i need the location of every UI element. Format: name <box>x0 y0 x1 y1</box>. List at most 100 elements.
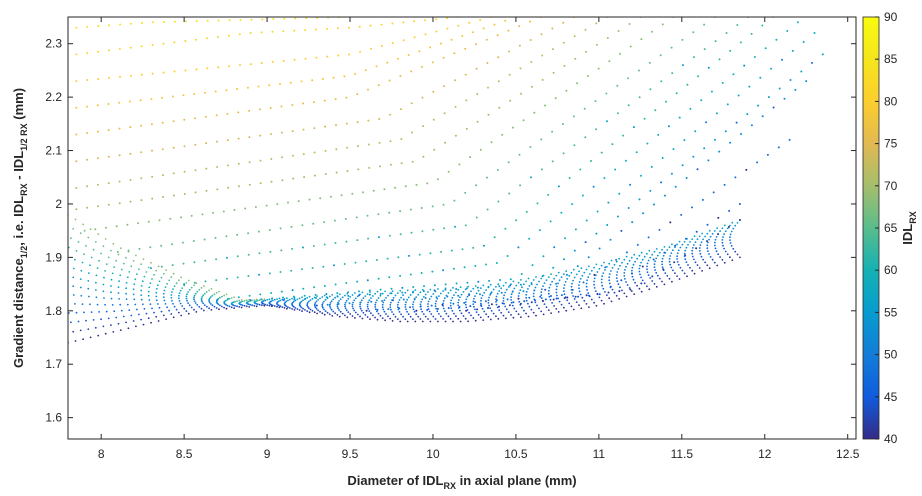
band-point <box>100 318 102 321</box>
band-point <box>188 304 191 307</box>
band-point <box>308 295 311 298</box>
band-point <box>460 312 463 315</box>
series-point <box>203 238 206 241</box>
band-point <box>215 292 218 294</box>
series-point <box>173 41 176 44</box>
band-point <box>200 307 203 310</box>
series-point <box>530 283 533 286</box>
series-point <box>444 141 447 144</box>
band-point <box>162 314 165 317</box>
band-point <box>105 310 108 313</box>
series-point <box>811 61 813 64</box>
series-point <box>706 240 708 243</box>
series-point <box>96 130 99 133</box>
series-point <box>632 126 635 129</box>
band-point <box>700 241 703 244</box>
band-point <box>219 304 221 307</box>
band-point <box>711 258 714 261</box>
band-point <box>172 316 175 319</box>
series-point <box>649 189 652 192</box>
series-point <box>248 109 251 112</box>
band-point <box>147 266 150 269</box>
series-point <box>498 285 501 288</box>
series-point <box>646 142 649 145</box>
series-point <box>454 225 456 228</box>
series-point <box>333 219 336 222</box>
colorbar-tick-label: 40 <box>884 432 898 446</box>
band-point <box>473 305 475 308</box>
band-point <box>147 317 150 320</box>
band-point <box>707 250 709 253</box>
band-point <box>319 297 321 300</box>
series-point <box>287 201 289 204</box>
band-point <box>374 316 376 319</box>
band-point <box>145 312 148 315</box>
series-point <box>432 228 435 231</box>
band-point <box>128 309 131 311</box>
band-point <box>347 297 350 300</box>
series-point <box>661 157 664 159</box>
band-point <box>258 303 261 306</box>
series-point <box>583 107 586 110</box>
band-point <box>266 299 269 301</box>
series-point <box>433 284 436 287</box>
series-point <box>800 70 803 73</box>
band-point <box>543 282 546 284</box>
band-point <box>624 278 626 280</box>
series-point <box>422 290 425 293</box>
band-point <box>633 253 636 256</box>
band-point <box>208 297 211 300</box>
band-point <box>346 292 349 295</box>
band-point <box>547 309 550 311</box>
band-point <box>510 293 513 296</box>
band-point <box>79 286 82 289</box>
series-point <box>226 277 228 280</box>
series-point <box>150 123 153 126</box>
band-point <box>240 306 243 309</box>
band-point <box>119 303 122 306</box>
series-point <box>319 197 322 200</box>
band-point <box>578 281 581 283</box>
series-point <box>192 240 195 242</box>
series-point <box>452 302 455 305</box>
series-point <box>681 38 684 41</box>
series-point <box>585 219 588 222</box>
band-point <box>362 297 365 300</box>
series-point <box>598 247 601 250</box>
series-point <box>463 266 466 269</box>
series-point <box>193 93 196 95</box>
band-point <box>619 264 621 267</box>
series-point <box>715 112 718 115</box>
series-point <box>619 52 621 55</box>
band-point <box>638 254 641 257</box>
band-point <box>482 284 485 287</box>
band-point <box>236 305 238 308</box>
band-point <box>640 251 643 254</box>
series-curve-11 <box>183 17 775 286</box>
series-point <box>520 273 523 275</box>
series-point <box>495 299 498 302</box>
band-point <box>383 310 386 313</box>
band-point <box>140 294 143 296</box>
series-point <box>466 287 468 290</box>
series-curve-14 <box>282 53 824 302</box>
band-point <box>217 297 220 300</box>
band-point <box>708 229 711 232</box>
series-point <box>172 194 175 197</box>
band-point <box>136 273 138 276</box>
band-point <box>666 275 669 277</box>
band-point <box>572 268 575 271</box>
band-point <box>462 315 465 317</box>
band-point <box>422 296 425 298</box>
series-point <box>750 32 753 35</box>
band-point <box>585 282 588 285</box>
band-point <box>218 308 220 311</box>
series-point <box>247 275 250 277</box>
series-point <box>323 243 326 246</box>
series-point <box>469 305 472 308</box>
series-point <box>216 299 219 302</box>
y-tick-label: 2.3 <box>45 37 62 51</box>
series-point <box>423 285 425 288</box>
series-point <box>584 28 587 31</box>
series-point <box>297 200 300 203</box>
